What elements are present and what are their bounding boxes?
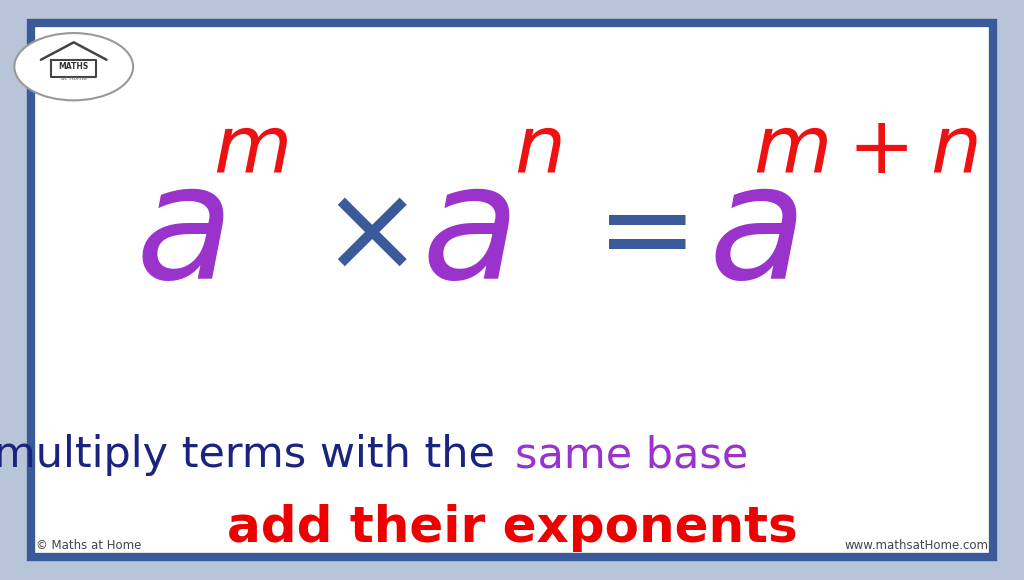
Text: $a$: $a$ xyxy=(134,157,224,313)
Text: $=$: $=$ xyxy=(572,176,687,293)
Text: add their exponents: add their exponents xyxy=(226,504,798,552)
Text: $m+n$: $m+n$ xyxy=(753,112,978,190)
FancyBboxPatch shape xyxy=(31,23,993,557)
Text: $a$: $a$ xyxy=(708,157,798,313)
Text: © Maths at Home: © Maths at Home xyxy=(36,539,141,552)
Text: MATHS: MATHS xyxy=(58,62,89,71)
Text: same base: same base xyxy=(515,434,749,476)
Text: www.mathsatHome.com: www.mathsatHome.com xyxy=(844,539,988,552)
Circle shape xyxy=(14,33,133,100)
Text: To multiply terms with the: To multiply terms with the xyxy=(0,434,509,476)
Text: $a$: $a$ xyxy=(421,157,511,313)
Text: $n$: $n$ xyxy=(514,112,561,190)
Text: $m$: $m$ xyxy=(213,112,289,190)
Text: $\times$: $\times$ xyxy=(319,176,408,293)
Text: at home: at home xyxy=(60,76,87,81)
